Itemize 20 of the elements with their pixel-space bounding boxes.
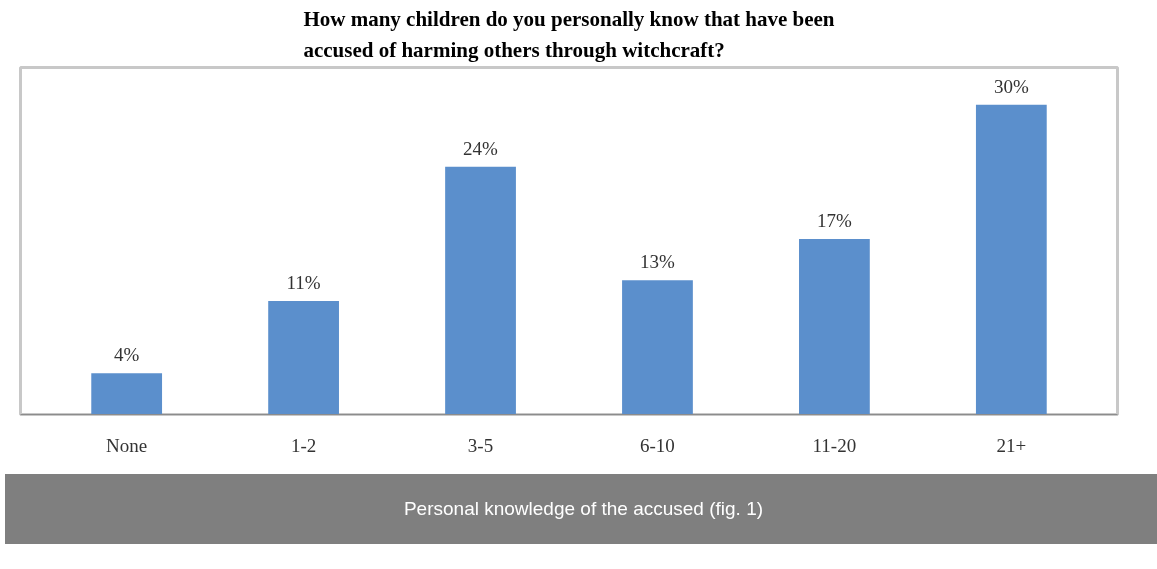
x-tick-label: 11-20 xyxy=(812,434,857,456)
bar xyxy=(268,300,339,415)
data-label: 30% xyxy=(993,75,1029,97)
chart-title: How many children do you personally know that have been accused of harming others through witchcraft? xyxy=(303,7,835,63)
data-label: 17% xyxy=(816,209,852,231)
data-label: 11% xyxy=(286,271,321,293)
bar xyxy=(622,280,693,415)
bar xyxy=(975,104,1047,415)
bar xyxy=(445,166,516,415)
data-label: 13% xyxy=(640,251,676,273)
data-label: 24% xyxy=(463,137,499,159)
x-tick-label: None xyxy=(106,434,148,456)
text: Personal knowledge of the accused (fig. 1) xyxy=(403,497,764,521)
bar xyxy=(91,373,163,415)
x-tick-label: 21+ xyxy=(996,434,1027,456)
x-tick-label: 3-5 xyxy=(467,434,494,456)
data-label: 4% xyxy=(114,344,140,366)
bar xyxy=(799,238,870,415)
x-tick-label: 1-2 xyxy=(290,434,317,456)
x-tick-label: 6-10 xyxy=(640,434,675,456)
